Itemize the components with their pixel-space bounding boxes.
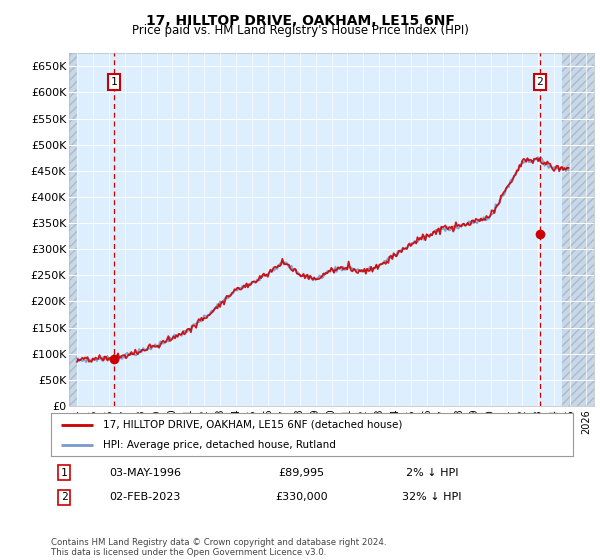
- Text: 17, HILLTOP DRIVE, OAKHAM, LE15 6NF (detached house): 17, HILLTOP DRIVE, OAKHAM, LE15 6NF (det…: [103, 420, 403, 430]
- Text: 32% ↓ HPI: 32% ↓ HPI: [403, 492, 462, 502]
- Text: 2: 2: [536, 77, 543, 87]
- Text: £89,995: £89,995: [278, 468, 325, 478]
- Text: 02-FEB-2023: 02-FEB-2023: [109, 492, 181, 502]
- Bar: [562, 53, 594, 406]
- Text: 1: 1: [111, 77, 118, 87]
- Text: 2: 2: [61, 492, 67, 502]
- Text: Price paid vs. HM Land Registry's House Price Index (HPI): Price paid vs. HM Land Registry's House …: [131, 24, 469, 37]
- Text: HPI: Average price, detached house, Rutland: HPI: Average price, detached house, Rutl…: [103, 441, 336, 450]
- Text: 17, HILLTOP DRIVE, OAKHAM, LE15 6NF: 17, HILLTOP DRIVE, OAKHAM, LE15 6NF: [146, 14, 454, 28]
- Text: 1: 1: [61, 468, 67, 478]
- Bar: [69, 53, 77, 406]
- Text: £330,000: £330,000: [275, 492, 328, 502]
- Text: Contains HM Land Registry data © Crown copyright and database right 2024.
This d: Contains HM Land Registry data © Crown c…: [51, 538, 386, 557]
- Bar: [562, 53, 594, 406]
- Bar: [69, 53, 77, 406]
- Text: 2% ↓ HPI: 2% ↓ HPI: [406, 468, 458, 478]
- Text: 03-MAY-1996: 03-MAY-1996: [109, 468, 181, 478]
